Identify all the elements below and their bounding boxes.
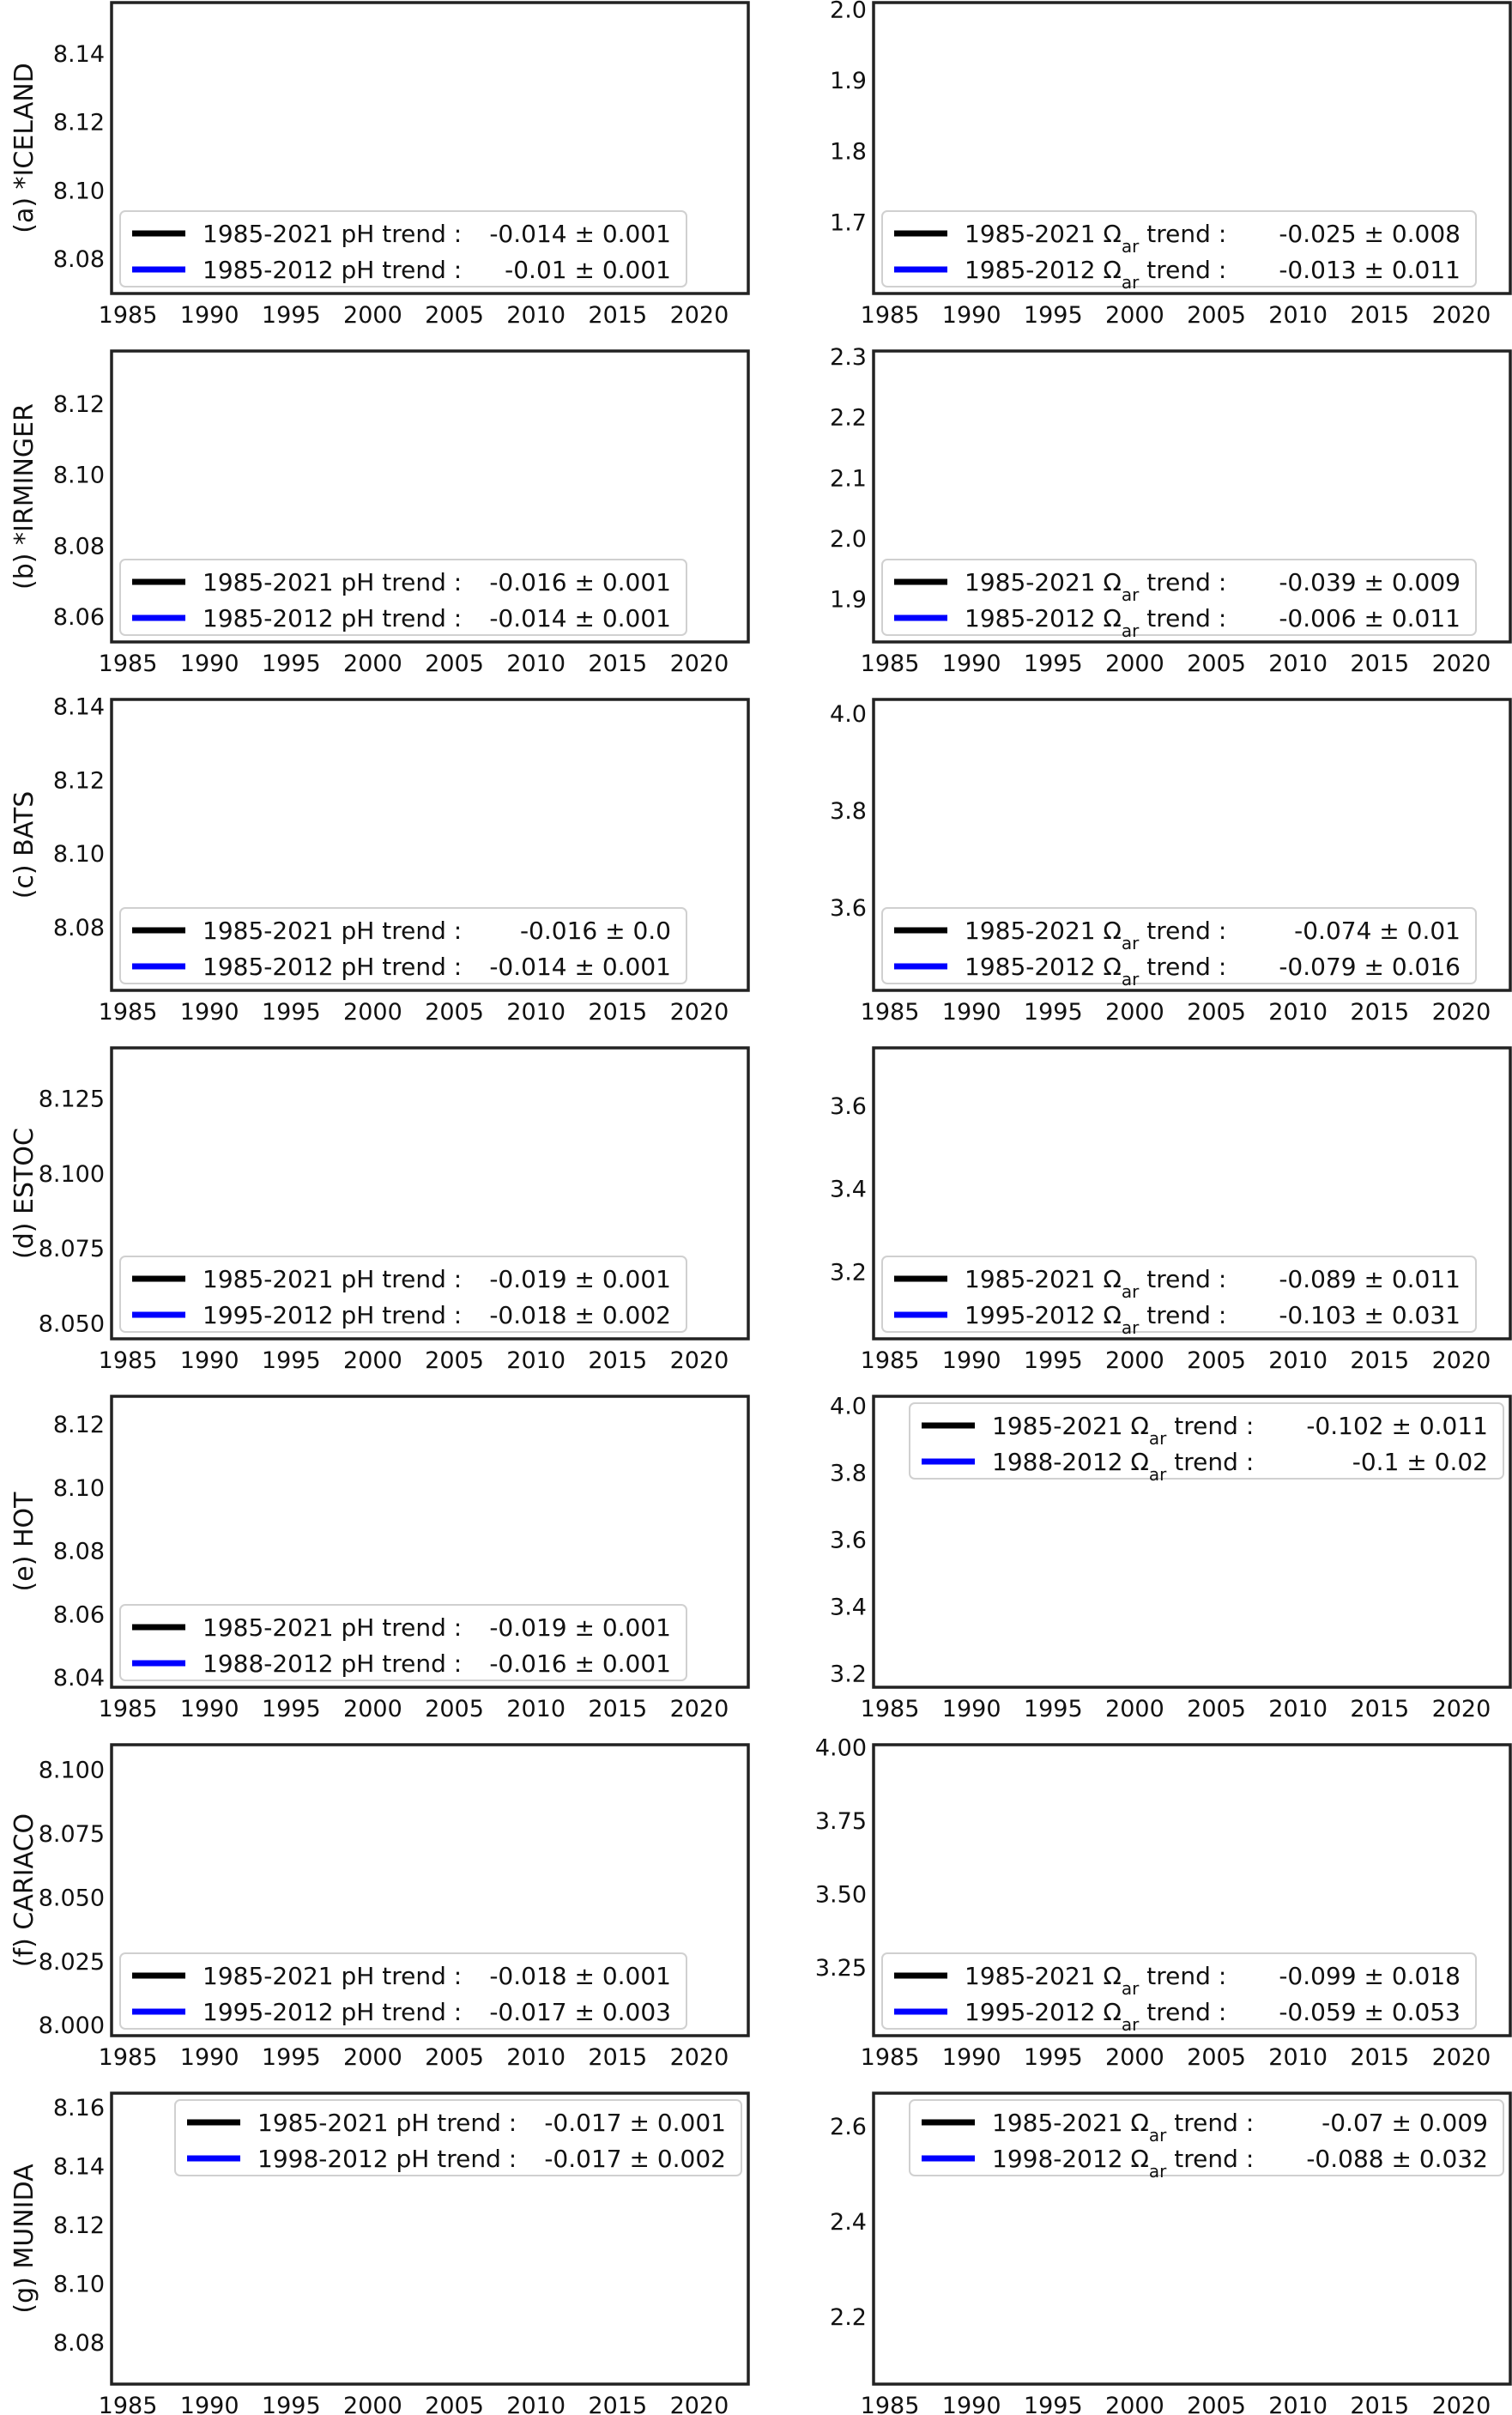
legend-label: 1985-2012 pH trend :	[203, 256, 462, 284]
y-tick-label: 1.8	[830, 139, 867, 166]
legend-value: -0.01 ± 0.001	[505, 256, 671, 284]
x-tick-label: 1995	[262, 302, 321, 329]
y-tick-label: 8.10	[53, 178, 105, 204]
y-tick-label: 1.9	[830, 68, 867, 94]
legend-box	[119, 559, 687, 636]
x-tick-label: 2005	[425, 302, 484, 329]
y-tick-label: 8.12	[53, 391, 105, 418]
x-tick-label: 1990	[180, 302, 239, 329]
y-tick-label: 8.08	[53, 246, 105, 273]
x-tick-label: 1990	[942, 302, 1001, 329]
y-tick-label: 2.0	[830, 0, 867, 23]
panel-3: 1985 1990 1995 2000 2005 2010 2015 2020 8.06 8.08…	[9, 349, 750, 677]
x-tick-label: 2005	[425, 651, 484, 677]
x-tick-label: 1985	[99, 651, 158, 677]
panel-1: 1985 1990 1995 2000 2005 2010 2015 2020 8.08 8.10…	[9, 1, 750, 329]
legend-value: -0.014 ± 0.001	[489, 604, 671, 632]
x-tick-label: 2010	[506, 302, 565, 329]
legend: 1985-2021 pH trend : -0.014 ± 0.001 1985-2…	[119, 210, 687, 288]
x-tick-label: 2000	[1105, 302, 1164, 329]
x-tick-label: 2020	[670, 302, 729, 329]
x-tick-label: 2015	[588, 302, 647, 329]
x-tick-label: 1985	[861, 302, 920, 329]
x-tick-label: 2020	[670, 651, 729, 677]
x-tick-label: 1995	[262, 651, 321, 677]
x-tick-label: 1990	[180, 651, 239, 677]
x-tick-label: 2015	[1350, 302, 1409, 329]
x-tick-label: 2010	[506, 651, 565, 677]
panel-4: 1985 1990 1995 2000 2005 2010 2015 20201.92.02.…	[830, 344, 1512, 677]
x-tick-label: 2020	[1432, 302, 1491, 329]
legend-label: 1985-2021 pH trend :	[203, 220, 462, 248]
x-tick-label: 2000	[343, 651, 402, 677]
legend-label: 1985-2012 pH trend :	[203, 604, 462, 632]
x-tick-label: 2000	[343, 302, 402, 329]
y-tick-label: 8.08	[53, 533, 105, 560]
y-tick-label: 8.10	[53, 463, 105, 489]
x-tick-label: 1985	[99, 302, 158, 329]
y-tick-label: 8.14	[53, 41, 105, 68]
legend-box	[881, 210, 1477, 288]
legend-value: -0.014 ± 0.001	[489, 220, 671, 248]
legend: 1985-2021 pH trend : -0.016 ± 0.001 1985-2…	[119, 559, 687, 636]
y-axis-label: (a) *ICELAND	[9, 63, 39, 233]
legend-value: -0.016 ± 0.001	[489, 568, 671, 596]
x-tick-label: 2010	[1268, 302, 1328, 329]
y-tick-label: 1.7	[830, 209, 867, 236]
y-tick-label: 8.06	[53, 604, 105, 631]
x-tick-label: 2015	[588, 651, 647, 677]
legend: 1985-2021 Ωar trend : -0.025 ± 0.0081985-…	[881, 210, 1477, 293]
x-tick-label: 2005	[1187, 302, 1246, 329]
panel-2: 1985 1990 1995 2000 2005 2010 2015 2020 1.7 1.8 1.…	[830, 0, 1512, 329]
legend-box	[119, 210, 687, 288]
y-tick-label: 8.12	[53, 110, 105, 136]
legend-label: 1985-2021 pH trend :	[203, 568, 462, 596]
legend-value: -0.025 ± 0.008	[1279, 220, 1461, 248]
x-tick-label: 1995	[1024, 302, 1083, 329]
y-axis-label: (b) *IRMINGER	[9, 403, 39, 590]
legend-value: -0.013 ± 0.011	[1279, 256, 1461, 284]
